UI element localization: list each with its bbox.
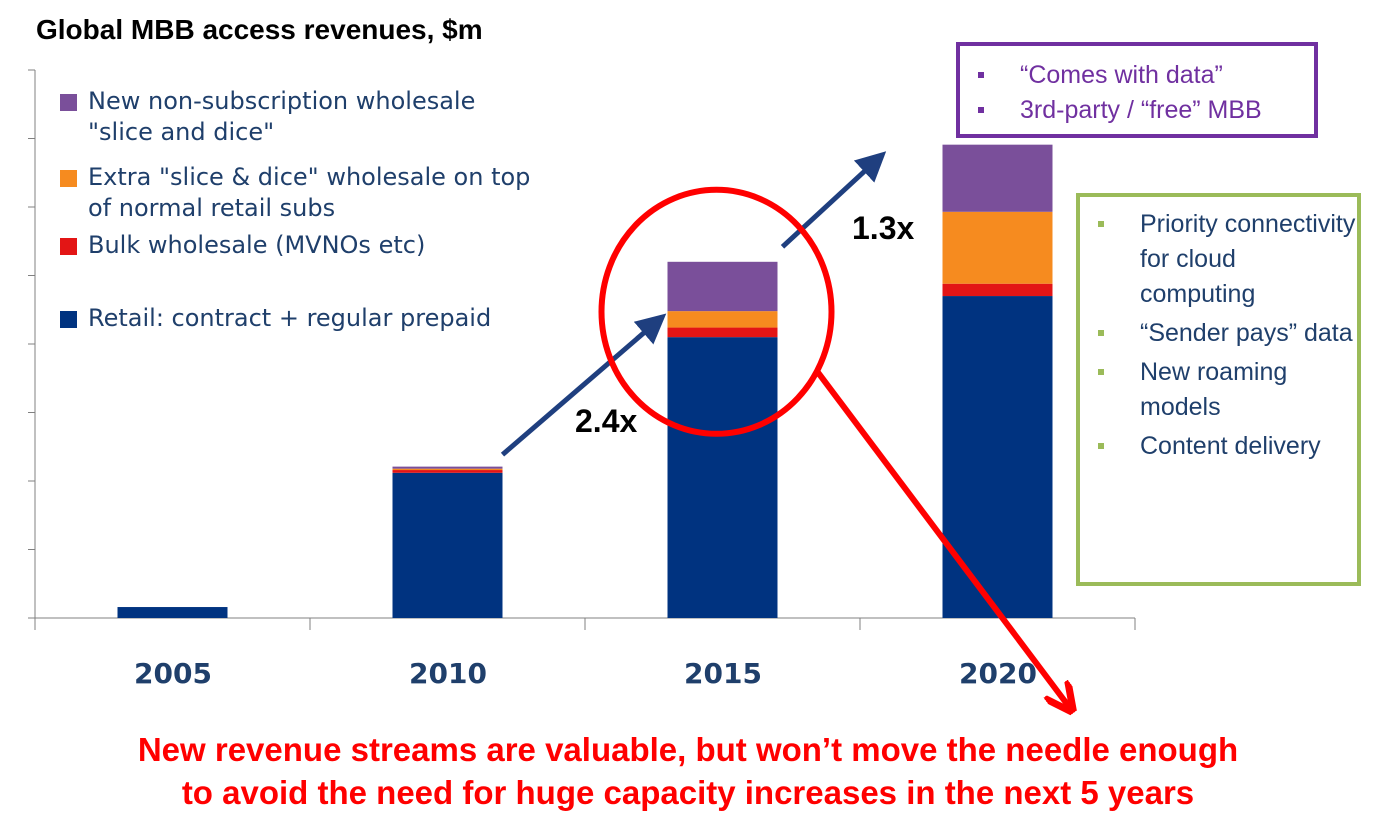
legend-swatch <box>60 311 77 328</box>
legend-swatch <box>60 94 77 111</box>
x-tick-label-2005: 2005 <box>134 657 212 690</box>
x-tick-label-2020: 2020 <box>959 657 1037 690</box>
legend-swatch <box>60 170 77 187</box>
legend-label: Retail: contract + regular prepaid <box>88 304 492 332</box>
chart-bars <box>117 144 1053 618</box>
green-callout-item: Content delivery <box>1080 429 1357 464</box>
square-bullet-icon <box>1098 330 1104 336</box>
green-callout-item: “Sender pays” data <box>1080 316 1357 351</box>
bar-segment-2015 <box>667 311 778 328</box>
green-callout-box: Priority connectivity for cloud computin… <box>1076 193 1361 586</box>
bar-segment-2020 <box>942 296 1053 618</box>
bar-segment-2010 <box>392 466 503 469</box>
footer-line-1: New revenue streams are valuable, but wo… <box>137 731 1239 768</box>
chart-overlays <box>500 151 1071 708</box>
green-callout-item: New roaming models <box>1080 355 1357 425</box>
bar-segment-2020 <box>942 144 1053 212</box>
square-bullet-icon <box>1098 369 1104 375</box>
purple-callout-item: “Comes with data” <box>960 58 1314 93</box>
highlight-circle <box>598 186 835 437</box>
green-callout-text: “Sender pays” data <box>1140 319 1353 347</box>
footer-message: New revenue streams are valuable, but wo… <box>40 728 1336 814</box>
chart-legend: New non-subscription wholesale "slice an… <box>60 86 540 334</box>
bar-segment-2010 <box>392 472 503 618</box>
footer-line-2: to avoid the need for huge capacity incr… <box>181 774 1195 811</box>
growth-label-2015-2020: 1.3x <box>852 210 915 246</box>
bar-segment-2020 <box>942 211 1053 284</box>
purple-callout-item: 3rd-party / “free” MBB <box>960 93 1314 128</box>
square-bullet-icon <box>978 107 984 113</box>
highlight-arrow <box>815 369 1071 708</box>
bar-segment-2010 <box>392 468 503 471</box>
green-callout-text: Content delivery <box>1140 432 1321 460</box>
square-bullet-icon <box>1098 443 1104 449</box>
purple-callout-text: “Comes with data” <box>1020 61 1223 89</box>
legend-item: Bulk wholesale (MVNOs etc) <box>60 230 540 261</box>
legend-label: Bulk wholesale (MVNOs etc) <box>88 231 426 259</box>
legend-swatch <box>60 238 77 255</box>
bar-segment-2015 <box>667 337 778 618</box>
square-bullet-icon <box>978 72 984 78</box>
legend-label: Extra "slice & dice" wholesale on top of… <box>88 163 531 222</box>
growth-arrow-2010-2015 <box>500 313 667 457</box>
bar-segment-2020 <box>942 283 1053 297</box>
legend-label: New non-subscription wholesale "slice an… <box>88 87 476 146</box>
green-callout-text: New roaming models <box>1140 358 1288 421</box>
legend-item: Extra "slice & dice" wholesale on top of… <box>60 162 540 224</box>
x-tick-label-2015: 2015 <box>684 657 762 690</box>
growth-label-2010-2015: 2.4x <box>575 403 638 439</box>
x-tick-label-2010: 2010 <box>409 657 487 690</box>
bar-segment-2015 <box>667 261 778 312</box>
legend-item: Retail: contract + regular prepaid <box>60 303 540 334</box>
bar-segment-2005 <box>117 607 228 618</box>
legend-item: New non-subscription wholesale "slice an… <box>60 86 540 148</box>
chart-title: Global MBB access revenues, $m <box>36 14 483 45</box>
bar-segment-2010 <box>392 470 503 473</box>
bar-segment-2015 <box>667 327 778 338</box>
green-callout-text: Priority connectivity for cloud computin… <box>1140 210 1356 308</box>
green-callout-item: Priority connectivity for cloud computin… <box>1080 207 1357 312</box>
purple-callout-text: 3rd-party / “free” MBB <box>1020 96 1262 124</box>
purple-callout-box: “Comes with data” 3rd-party / “free” MBB <box>956 42 1318 138</box>
square-bullet-icon <box>1098 221 1104 227</box>
